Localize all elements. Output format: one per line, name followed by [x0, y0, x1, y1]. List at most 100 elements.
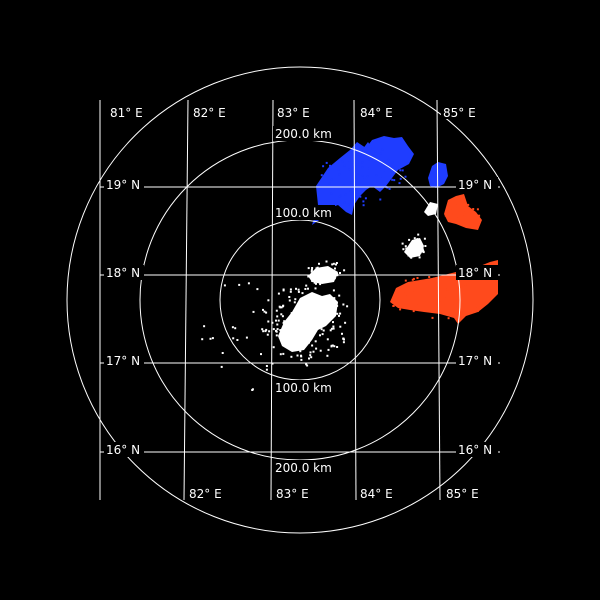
echo-speckle	[377, 187, 380, 190]
echo-speckle	[311, 280, 314, 282]
echo-speckle	[330, 344, 333, 347]
echo-speckle	[413, 237, 416, 240]
echo-speckle	[455, 207, 458, 210]
echo-speckle	[361, 166, 364, 169]
echo-speckle	[335, 263, 337, 266]
echo-speckle	[347, 183, 350, 185]
echo-speckle	[291, 340, 294, 342]
echo-speckle	[294, 298, 297, 301]
echo-speckle	[471, 298, 474, 300]
echo-speckle	[265, 328, 268, 331]
echo-speckle	[327, 348, 330, 351]
echo-speckle	[401, 287, 404, 290]
echo-speckle	[470, 216, 473, 219]
echo-speckle	[367, 167, 370, 170]
echo-speckle	[446, 277, 449, 280]
echo-speckle	[325, 161, 328, 164]
echo-speckle	[236, 339, 239, 341]
echo-speckle	[472, 208, 475, 210]
echo-speckle	[314, 307, 317, 310]
echo-speckle	[459, 313, 462, 316]
echo-speckle	[338, 195, 341, 198]
echo-speckle	[287, 330, 290, 333]
echo-speckle	[419, 247, 422, 250]
echo-speckle	[348, 168, 351, 171]
meridian-82e	[183, 99, 189, 501]
echo-speckle	[410, 256, 413, 259]
echo-speckle	[361, 174, 364, 177]
echo-speckle	[282, 289, 285, 292]
echo-speckle	[306, 364, 309, 367]
echo-speckle	[333, 297, 336, 300]
echo-speckle	[262, 308, 264, 311]
echo-speckle	[477, 304, 480, 307]
echo-speckle	[282, 321, 285, 324]
blue-echo-patch	[362, 142, 372, 156]
echo-speckle	[266, 333, 269, 336]
echo-speckle	[423, 299, 426, 302]
echo-speckle	[417, 233, 420, 236]
echo-speckle	[344, 193, 347, 196]
echo-speckle	[463, 202, 466, 205]
lon-label-top-84e: 84° E	[360, 106, 393, 120]
echo-speckle	[309, 314, 312, 317]
echo-speckle	[418, 307, 421, 309]
echo-speckle	[455, 285, 458, 288]
echo-speckle	[220, 365, 223, 368]
echo-speckle	[289, 288, 292, 291]
echo-speckle	[412, 277, 415, 280]
echo-speckle	[462, 304, 465, 307]
echo-speckle	[297, 288, 300, 291]
echo-speckle	[423, 237, 426, 240]
echo-speckle	[295, 287, 297, 290]
echo-speckle	[347, 203, 350, 206]
echo-speckle	[284, 326, 287, 329]
echo-speckle	[231, 326, 234, 329]
echo-speckle	[333, 276, 336, 279]
echo-speckle	[279, 329, 282, 332]
echo-speckle	[264, 330, 267, 333]
echo-speckle	[282, 352, 285, 355]
echo-speckle	[309, 351, 312, 354]
echo-speckle	[310, 356, 313, 359]
echo-speckle	[342, 184, 345, 187]
echo-speckle	[410, 281, 413, 284]
echo-speckle	[332, 325, 335, 328]
echo-speckle	[342, 337, 345, 340]
echo-speckle	[463, 213, 466, 216]
echo-speckle	[366, 175, 369, 178]
white-echo-patch	[404, 238, 424, 258]
lon-label-bottom-82e: 82° E	[189, 487, 222, 501]
echo-speckle	[338, 173, 341, 176]
echo-speckle	[411, 289, 414, 292]
echo-speckle	[381, 148, 384, 151]
echo-speckle	[388, 187, 391, 190]
lat-label-left-19n: 19° N	[106, 178, 140, 192]
echo-speckle	[402, 248, 405, 251]
meridian-84e	[353, 99, 357, 501]
echo-speckle	[399, 308, 402, 311]
echo-speckle	[267, 320, 270, 323]
echo-speckle	[416, 238, 419, 241]
echo-speckle	[332, 289, 335, 292]
echo-speckle	[400, 298, 403, 301]
echo-speckle	[318, 269, 321, 272]
echo-speckle	[295, 311, 298, 314]
echo-speckle	[305, 321, 308, 323]
echo-speckle	[319, 283, 322, 286]
echo-speckle	[428, 280, 431, 283]
echo-speckle	[393, 179, 396, 182]
echo-speckle	[398, 182, 401, 185]
echo-speckle	[275, 319, 277, 322]
blue-echo-patch	[312, 136, 414, 225]
echo-speckle	[267, 299, 270, 302]
echo-speckle	[271, 362, 274, 365]
echo-speckle	[247, 282, 250, 285]
echo-speckle	[361, 161, 364, 164]
echo-speckle	[469, 211, 472, 214]
echo-speckle	[336, 304, 339, 307]
echo-speckle	[337, 168, 340, 171]
echo-speckle	[351, 192, 354, 195]
echo-speckle	[314, 340, 317, 343]
echo-speckle	[300, 343, 303, 346]
